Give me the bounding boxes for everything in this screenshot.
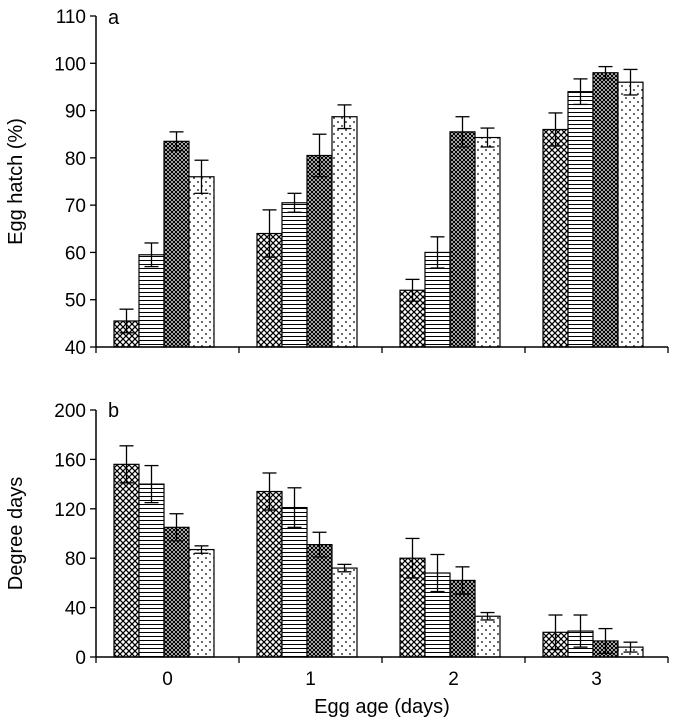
- y-tick-label: 40: [65, 599, 86, 620]
- y-axis-title: Degree days: [5, 477, 27, 590]
- x-tick-label: 2: [448, 669, 459, 690]
- y-tick-label: 60: [65, 243, 86, 264]
- bar: [306, 154, 333, 348]
- y-tick-label: 80: [65, 549, 86, 570]
- y-tick-label: 70: [65, 196, 86, 217]
- x-tick-label: 3: [591, 669, 602, 690]
- panel-a: 40 50 60 70 80 90 100 110 a Egg hatch (%): [5, 7, 669, 359]
- panel-label: a: [108, 7, 120, 29]
- bar: [163, 140, 190, 348]
- bar: [474, 615, 501, 658]
- bar: [542, 128, 569, 348]
- x-tick-label: 1: [305, 669, 316, 690]
- panel-b: 0 40 80 120 160 200 0 1 2 3 b Degree days: [5, 400, 669, 690]
- y-tick-label: 80: [65, 149, 86, 170]
- y-tick-label: 100: [54, 54, 86, 75]
- y-tick-label: 110: [56, 7, 86, 28]
- bar: [331, 567, 358, 658]
- y-tick-label: 120: [54, 500, 86, 521]
- bar: [474, 136, 501, 348]
- y-tick-label: 90: [65, 102, 86, 123]
- bar: [331, 116, 358, 348]
- y-tick-label: 160: [54, 450, 86, 471]
- bar: [188, 176, 215, 348]
- bar: [113, 463, 140, 658]
- x-tick-label: 0: [162, 669, 173, 690]
- bar: [306, 544, 333, 658]
- bar: [281, 202, 308, 348]
- y-tick-label: 200: [54, 401, 86, 422]
- bar: [138, 483, 165, 658]
- bar: [449, 131, 476, 348]
- panel-label: b: [108, 400, 119, 422]
- bar: [256, 490, 283, 658]
- bar: [567, 91, 594, 348]
- y-tick-label: 40: [65, 338, 86, 359]
- bar: [592, 72, 619, 348]
- y-tick-label: 50: [65, 291, 86, 312]
- bar: [138, 254, 165, 348]
- x-axis-title: Egg age (days): [314, 696, 450, 718]
- bar: [617, 81, 644, 348]
- bar: [163, 526, 190, 658]
- y-tick-label: 0: [75, 648, 86, 669]
- bar: [188, 548, 215, 658]
- bar: [281, 506, 308, 658]
- y-axis-title: Egg hatch (%): [5, 118, 27, 245]
